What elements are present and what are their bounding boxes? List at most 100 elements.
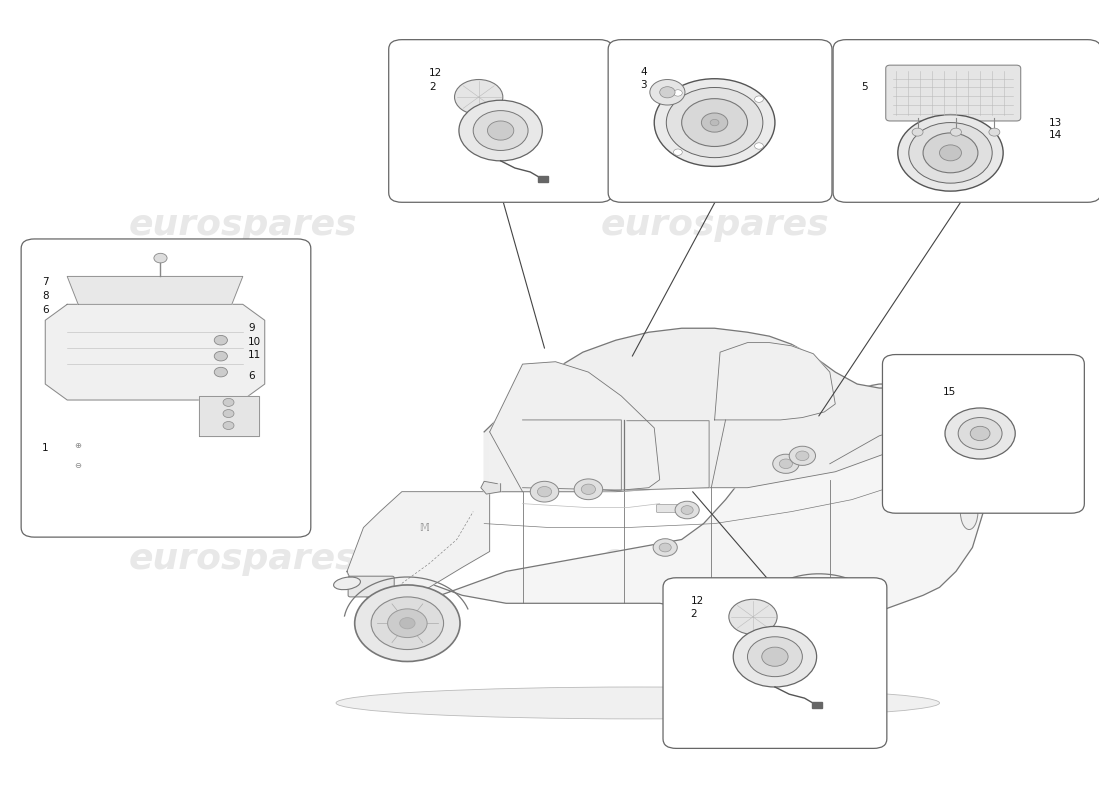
Circle shape (794, 606, 843, 641)
Circle shape (958, 418, 1002, 450)
FancyBboxPatch shape (388, 40, 613, 202)
Circle shape (473, 110, 528, 150)
Text: 6: 6 (249, 371, 255, 381)
Circle shape (354, 585, 460, 662)
Circle shape (779, 459, 792, 469)
Circle shape (154, 254, 167, 263)
Polygon shape (346, 384, 983, 631)
FancyBboxPatch shape (663, 578, 887, 748)
FancyBboxPatch shape (657, 505, 683, 513)
Circle shape (681, 506, 693, 514)
Polygon shape (715, 342, 835, 420)
Circle shape (711, 119, 719, 126)
Circle shape (945, 408, 1015, 459)
Text: 9: 9 (249, 323, 255, 334)
Text: 5: 5 (861, 82, 868, 93)
Ellipse shape (336, 687, 939, 719)
Circle shape (762, 582, 876, 665)
Circle shape (667, 87, 763, 158)
Circle shape (654, 78, 774, 166)
Circle shape (660, 86, 675, 98)
Text: 7: 7 (42, 277, 48, 287)
Text: 3: 3 (640, 80, 647, 90)
Circle shape (755, 96, 763, 102)
Circle shape (214, 335, 228, 345)
Circle shape (702, 113, 728, 132)
Text: 1: 1 (42, 443, 48, 453)
Circle shape (675, 502, 700, 518)
Circle shape (399, 618, 415, 629)
Text: 13: 13 (1049, 118, 1063, 127)
Circle shape (923, 133, 978, 173)
FancyBboxPatch shape (886, 65, 1021, 121)
Circle shape (810, 617, 827, 630)
Text: 14: 14 (1049, 130, 1063, 140)
FancyBboxPatch shape (21, 239, 311, 537)
Circle shape (487, 121, 514, 140)
Circle shape (650, 79, 685, 105)
Text: eurospares: eurospares (601, 542, 829, 577)
Circle shape (653, 538, 678, 556)
Polygon shape (199, 396, 260, 436)
Text: 12: 12 (691, 596, 704, 606)
Text: 𝕄: 𝕄 (419, 522, 429, 533)
Text: 6: 6 (42, 305, 48, 315)
Polygon shape (67, 277, 243, 304)
Circle shape (214, 351, 228, 361)
Text: eurospares: eurospares (601, 208, 829, 242)
Polygon shape (346, 492, 490, 603)
Circle shape (459, 100, 542, 161)
Text: ⊕: ⊕ (75, 441, 81, 450)
Polygon shape (484, 328, 901, 492)
Ellipse shape (960, 494, 978, 530)
Text: 15: 15 (943, 387, 956, 397)
Circle shape (214, 367, 228, 377)
Circle shape (989, 128, 1000, 136)
Circle shape (950, 128, 961, 136)
Text: eurospares: eurospares (129, 542, 358, 577)
Circle shape (673, 149, 682, 155)
Circle shape (659, 543, 671, 552)
Circle shape (581, 484, 595, 494)
Circle shape (898, 114, 1003, 191)
Polygon shape (812, 702, 822, 708)
Circle shape (772, 454, 799, 474)
Polygon shape (490, 362, 660, 492)
Circle shape (970, 426, 990, 441)
FancyBboxPatch shape (608, 40, 832, 202)
Text: eurospares: eurospares (129, 208, 358, 242)
Circle shape (909, 122, 992, 183)
Circle shape (748, 637, 802, 677)
Text: 11: 11 (249, 350, 262, 360)
FancyBboxPatch shape (833, 40, 1100, 202)
Text: 2: 2 (691, 610, 697, 619)
FancyBboxPatch shape (882, 354, 1085, 514)
Polygon shape (481, 482, 500, 494)
Ellipse shape (333, 577, 361, 590)
Polygon shape (45, 304, 265, 400)
Circle shape (682, 98, 748, 146)
Circle shape (673, 90, 682, 96)
Circle shape (574, 479, 603, 500)
Circle shape (223, 398, 234, 406)
Text: 10: 10 (249, 337, 262, 347)
Circle shape (538, 486, 551, 497)
FancyBboxPatch shape (348, 576, 394, 597)
Circle shape (387, 609, 427, 638)
Polygon shape (538, 176, 548, 182)
Circle shape (223, 422, 234, 430)
Text: 2: 2 (429, 82, 436, 92)
Circle shape (762, 647, 788, 666)
Text: ⊖: ⊖ (75, 461, 81, 470)
Circle shape (912, 128, 923, 136)
Circle shape (778, 594, 859, 653)
Text: 8: 8 (42, 291, 48, 302)
Text: 12: 12 (429, 68, 442, 78)
Text: 4: 4 (640, 66, 647, 77)
Circle shape (789, 446, 815, 466)
Circle shape (939, 145, 961, 161)
Circle shape (371, 597, 443, 650)
Circle shape (734, 626, 816, 687)
Circle shape (755, 143, 763, 149)
Circle shape (729, 599, 777, 634)
